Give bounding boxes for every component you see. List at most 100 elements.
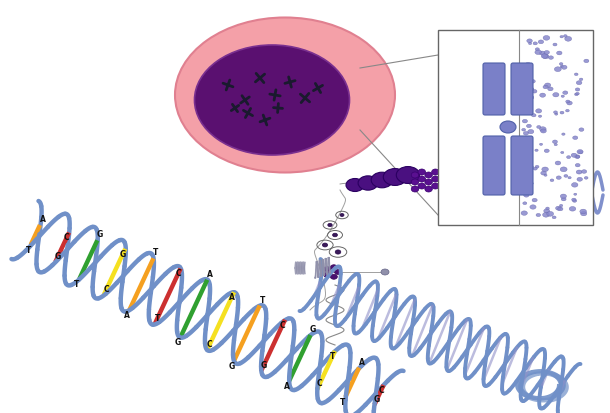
Ellipse shape xyxy=(411,172,418,178)
Ellipse shape xyxy=(584,176,588,179)
Ellipse shape xyxy=(579,128,584,131)
Ellipse shape xyxy=(530,205,536,209)
Ellipse shape xyxy=(528,130,534,134)
Ellipse shape xyxy=(323,243,328,247)
Text: A: A xyxy=(284,382,290,391)
Text: A: A xyxy=(229,293,234,302)
Ellipse shape xyxy=(554,113,558,115)
Ellipse shape xyxy=(175,17,395,173)
Ellipse shape xyxy=(523,131,528,135)
Ellipse shape xyxy=(532,198,537,202)
Ellipse shape xyxy=(520,184,526,188)
Ellipse shape xyxy=(544,174,547,176)
Ellipse shape xyxy=(473,183,480,189)
Ellipse shape xyxy=(540,171,547,175)
Ellipse shape xyxy=(439,179,446,185)
Ellipse shape xyxy=(195,45,350,155)
Ellipse shape xyxy=(479,186,487,192)
Ellipse shape xyxy=(527,183,534,189)
Ellipse shape xyxy=(530,182,533,185)
Ellipse shape xyxy=(332,233,337,237)
Ellipse shape xyxy=(540,93,545,97)
Ellipse shape xyxy=(506,172,514,178)
Ellipse shape xyxy=(486,183,493,189)
Ellipse shape xyxy=(522,142,528,146)
Ellipse shape xyxy=(521,211,528,215)
Ellipse shape xyxy=(540,129,547,133)
Ellipse shape xyxy=(545,83,551,88)
Ellipse shape xyxy=(439,186,446,192)
Ellipse shape xyxy=(500,121,516,133)
Ellipse shape xyxy=(520,179,528,185)
Ellipse shape xyxy=(565,100,570,103)
Text: T: T xyxy=(154,314,160,323)
Ellipse shape xyxy=(465,186,473,192)
Ellipse shape xyxy=(572,183,578,187)
Ellipse shape xyxy=(576,93,579,95)
Ellipse shape xyxy=(324,266,331,272)
Ellipse shape xyxy=(540,183,548,189)
Ellipse shape xyxy=(559,204,563,207)
Text: A: A xyxy=(359,358,365,367)
FancyBboxPatch shape xyxy=(483,136,505,195)
Ellipse shape xyxy=(538,40,544,44)
Text: G: G xyxy=(174,338,181,347)
Text: T: T xyxy=(260,296,265,304)
Ellipse shape xyxy=(513,169,521,175)
Text: C: C xyxy=(378,386,384,395)
Ellipse shape xyxy=(574,193,577,195)
Text: G: G xyxy=(374,395,380,404)
Text: G: G xyxy=(310,325,316,334)
Ellipse shape xyxy=(535,165,539,168)
Ellipse shape xyxy=(540,176,548,182)
Ellipse shape xyxy=(473,169,480,175)
Ellipse shape xyxy=(547,211,554,216)
Ellipse shape xyxy=(561,65,567,69)
Ellipse shape xyxy=(540,169,548,175)
Ellipse shape xyxy=(576,156,579,158)
Ellipse shape xyxy=(500,183,507,189)
Ellipse shape xyxy=(556,206,561,210)
Ellipse shape xyxy=(553,140,558,143)
Ellipse shape xyxy=(527,76,532,79)
FancyBboxPatch shape xyxy=(483,63,505,115)
Ellipse shape xyxy=(576,170,582,174)
Ellipse shape xyxy=(564,175,568,177)
Ellipse shape xyxy=(552,216,556,219)
Ellipse shape xyxy=(548,56,553,59)
Ellipse shape xyxy=(346,178,364,192)
Ellipse shape xyxy=(565,109,569,112)
Ellipse shape xyxy=(486,169,493,175)
Ellipse shape xyxy=(575,93,578,96)
Text: A: A xyxy=(124,311,130,320)
Text: A: A xyxy=(40,215,45,224)
Ellipse shape xyxy=(418,176,426,182)
Text: C: C xyxy=(207,340,212,349)
Ellipse shape xyxy=(513,176,521,182)
Ellipse shape xyxy=(493,172,500,178)
Ellipse shape xyxy=(520,172,528,178)
Ellipse shape xyxy=(575,155,580,159)
Ellipse shape xyxy=(479,172,487,178)
Ellipse shape xyxy=(526,153,529,155)
Ellipse shape xyxy=(560,194,567,198)
Ellipse shape xyxy=(531,114,536,117)
Ellipse shape xyxy=(418,169,426,175)
Ellipse shape xyxy=(465,172,473,178)
FancyBboxPatch shape xyxy=(511,63,533,115)
Ellipse shape xyxy=(425,172,432,178)
Ellipse shape xyxy=(542,167,548,172)
Ellipse shape xyxy=(506,179,514,185)
Ellipse shape xyxy=(542,54,549,59)
Ellipse shape xyxy=(432,176,439,182)
Text: G: G xyxy=(120,250,126,259)
Ellipse shape xyxy=(546,207,549,209)
Ellipse shape xyxy=(581,170,587,173)
Text: T: T xyxy=(74,280,79,289)
Ellipse shape xyxy=(452,179,459,185)
Ellipse shape xyxy=(526,124,531,128)
Ellipse shape xyxy=(418,183,426,189)
Ellipse shape xyxy=(530,79,535,83)
Ellipse shape xyxy=(564,35,567,37)
Ellipse shape xyxy=(560,111,564,114)
